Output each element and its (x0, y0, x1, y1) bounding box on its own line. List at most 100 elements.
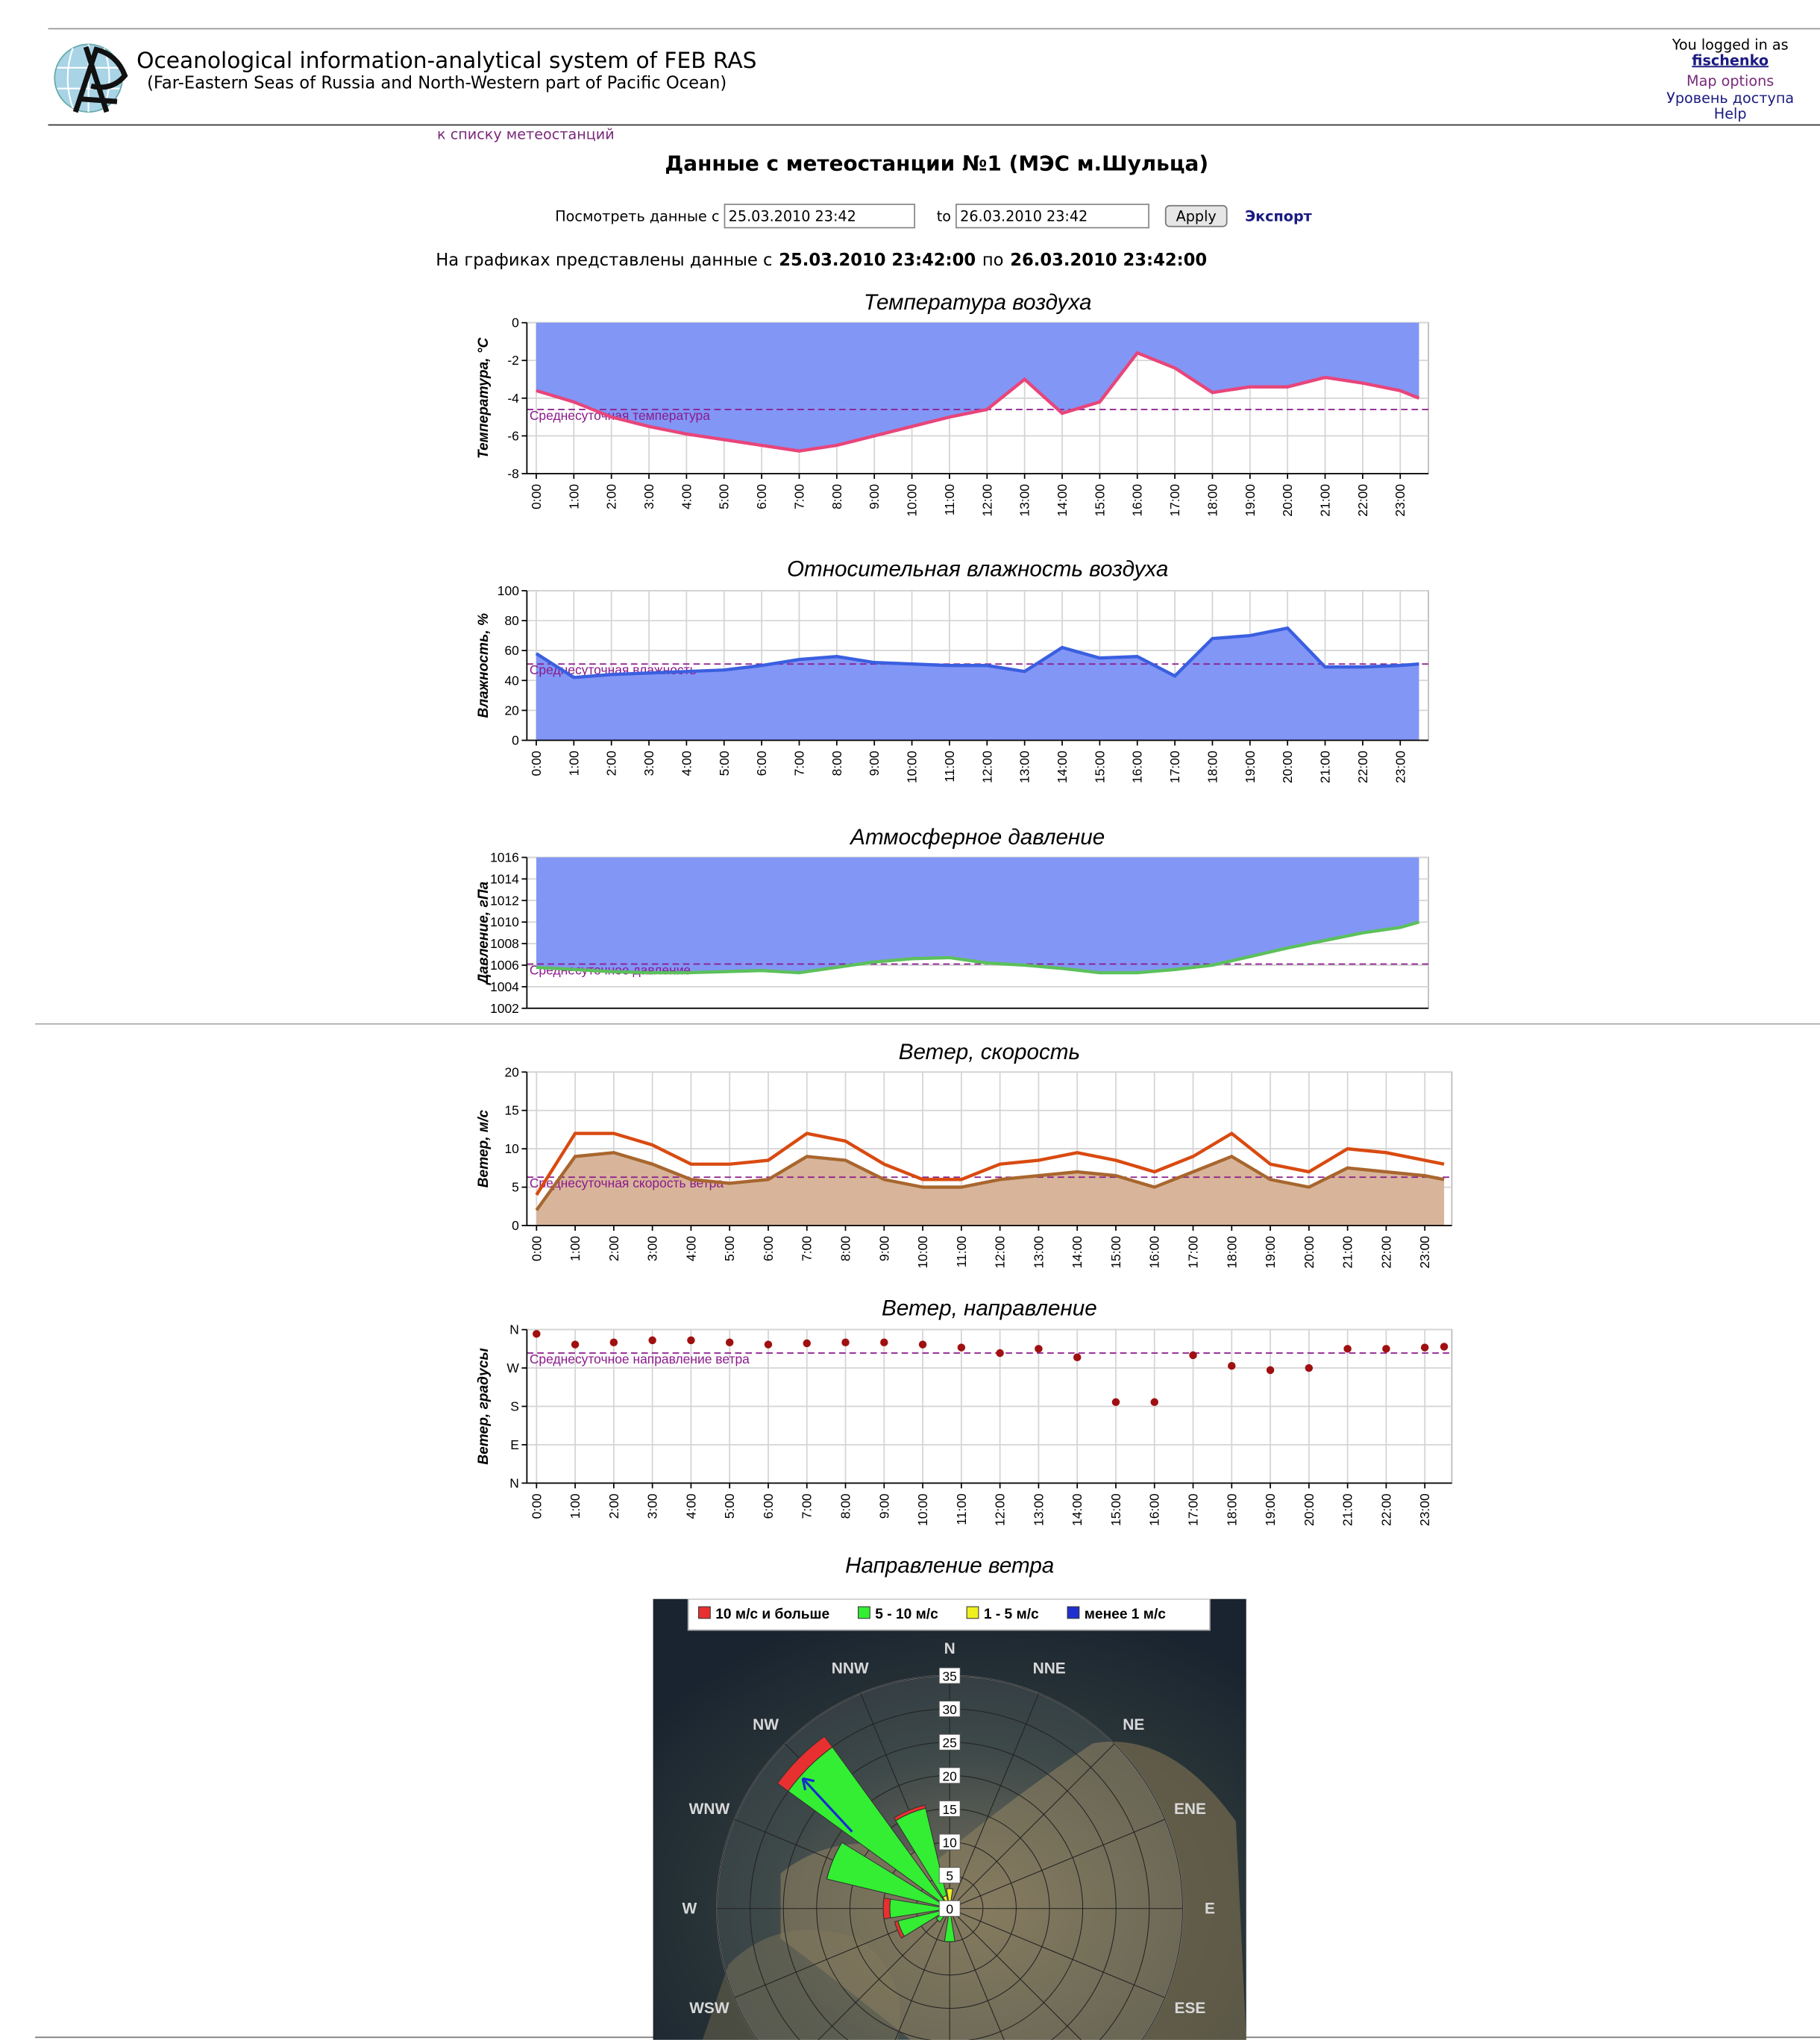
direction-label: NE (1123, 1716, 1144, 1733)
x-tick-label: 18:00 (1224, 1493, 1239, 1526)
direction-label: ENE (1174, 1801, 1206, 1818)
x-tick-label: 7:00 (791, 750, 806, 776)
y-tick-label: -8 (507, 466, 519, 481)
x-tick-label: 9:00 (876, 1493, 891, 1519)
apply-label[interactable]: Apply (1176, 208, 1217, 225)
x-tick-label: 17:00 (1186, 1493, 1201, 1526)
chart-title: Ветер, скорость (899, 1040, 1080, 1064)
x-tick-label: 19:00 (1243, 484, 1258, 517)
point (1440, 1343, 1448, 1350)
x-tick-label: 10:00 (915, 1493, 930, 1526)
from-value[interactable]: 25.03.2010 23:42 (729, 208, 856, 225)
chart: Ветер, скоростьВетер, м/с0:001:002:003:0… (476, 1040, 1452, 1269)
point (1112, 1399, 1120, 1406)
y-axis-label: Давление, гПа (476, 881, 492, 985)
y-tick-label: 1012 (490, 893, 519, 908)
map-options-link[interactable]: Map options (1686, 72, 1774, 90)
legend-swatch (1067, 1607, 1079, 1619)
screen: Oceanological information-analytical sys… (0, 0, 1820, 2040)
x-tick-label: 11:00 (942, 484, 957, 516)
x-tick-label: 15:00 (1092, 750, 1107, 783)
chart-title: Атмосферное давление (849, 825, 1105, 850)
x-tick-label: 7:00 (800, 1236, 815, 1261)
direction-label: NNE (1033, 1660, 1066, 1677)
access-link[interactable]: Уровень доступа (1666, 90, 1794, 107)
x-tick-label: 17:00 (1186, 1236, 1201, 1269)
page-title: Данные с метеостанции №1 (МЭС м.Шульца) (665, 151, 1208, 176)
x-tick-label: 20:00 (1302, 1493, 1317, 1526)
x-tick-label: 20:00 (1280, 750, 1295, 783)
x-tick-label: 11:00 (954, 1493, 969, 1525)
direction-label: E (1205, 1901, 1215, 1918)
point (1267, 1366, 1274, 1374)
x-tick-label: 3:00 (641, 484, 656, 509)
point (919, 1340, 926, 1348)
x-tick-label: 17:00 (1167, 750, 1182, 783)
y-tick-label: 0 (512, 733, 519, 748)
ring-label: 35 (942, 1669, 956, 1684)
point (726, 1339, 733, 1346)
point (1305, 1364, 1313, 1372)
point (571, 1340, 579, 1348)
y-tick-label: -4 (507, 391, 519, 406)
export-link[interactable]: Экспорт (1245, 208, 1313, 225)
x-tick-label: 13:00 (1031, 1236, 1046, 1269)
summary-to: 26.03.2010 23:42:00 (1010, 251, 1207, 270)
point (841, 1339, 849, 1346)
point (1382, 1345, 1390, 1352)
x-tick-label: 1:00 (566, 484, 581, 509)
point (1189, 1352, 1196, 1359)
x-tick-label: 23:00 (1417, 1493, 1432, 1526)
x-tick-label: 18:00 (1224, 1236, 1239, 1269)
x-tick-label: 8:00 (829, 484, 844, 509)
x-tick-label: 12:00 (993, 1236, 1008, 1269)
point (610, 1339, 618, 1346)
x-tick-label: 14:00 (1055, 484, 1070, 517)
back-link[interactable]: к списку метеостанций (437, 126, 615, 143)
y-tick-label: 15 (504, 1103, 518, 1118)
x-tick-label: 22:00 (1355, 750, 1370, 783)
x-tick-label: 1:00 (566, 750, 581, 776)
x-tick-label: 1:00 (568, 1236, 583, 1261)
point (1035, 1345, 1042, 1352)
x-tick-label: 2:00 (606, 1236, 621, 1261)
x-tick-label: 10:00 (915, 1236, 930, 1269)
direction-label: NW (753, 1716, 779, 1733)
legend-swatch (859, 1607, 870, 1619)
user-link[interactable]: fischenko (1692, 51, 1769, 69)
y-axis-label: Влажность, % (476, 613, 492, 718)
x-tick-label: 3:00 (645, 1493, 660, 1519)
x-tick-label: 13:00 (1017, 484, 1032, 517)
sector (883, 1898, 891, 1919)
y-tick-label: 0 (512, 316, 519, 330)
x-tick-label: 22:00 (1355, 484, 1370, 517)
x-tick-label: 14:00 (1055, 750, 1070, 783)
help-link[interactable]: Help (1714, 105, 1747, 122)
x-tick-label: 21:00 (1340, 1493, 1355, 1526)
y-tick-label: 0 (512, 1218, 519, 1233)
x-tick-label: 14:00 (1070, 1236, 1085, 1269)
x-tick-label: 21:00 (1340, 1236, 1355, 1269)
x-tick-label: 11:00 (954, 1236, 969, 1268)
to-value[interactable]: 26.03.2010 23:42 (960, 208, 1088, 225)
x-tick-label: 19:00 (1243, 750, 1258, 783)
chart: Атмосферное давлениеДавление, гПа1002100… (476, 825, 1428, 1016)
from-label: Посмотреть данные с (555, 208, 719, 225)
x-tick-label: 6:00 (761, 1493, 776, 1519)
login-status: You logged in as (1672, 36, 1789, 53)
legend-label: 10 м/с и больше (715, 1607, 829, 1622)
x-tick-label: 16:00 (1147, 1493, 1162, 1526)
x-tick-label: 11:00 (942, 750, 957, 782)
x-tick-label: 7:00 (791, 484, 806, 509)
x-tick-label: 21:00 (1318, 750, 1333, 783)
y-tick-label: W (506, 1360, 519, 1375)
point (1228, 1362, 1235, 1369)
point (765, 1340, 772, 1348)
chart: Относительная влажность воздухаВлажность… (476, 557, 1428, 783)
x-tick-label: 15:00 (1092, 484, 1107, 517)
x-tick-label: 13:00 (1031, 1493, 1046, 1526)
legend-label: 1 - 5 м/с (984, 1607, 1039, 1622)
ring-label: 25 (942, 1736, 956, 1751)
